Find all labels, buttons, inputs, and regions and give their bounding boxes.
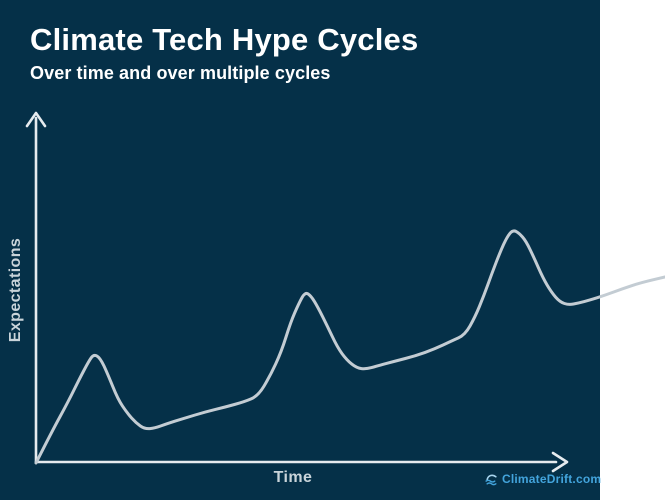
page-subtitle: Over time and over multiple cycles xyxy=(30,63,331,83)
wave-logo-icon xyxy=(485,474,497,485)
x-axis xyxy=(34,451,569,473)
y-axis-arrow-icon xyxy=(25,111,47,128)
hype-curve xyxy=(34,229,665,465)
watermark: ClimateDrift.com xyxy=(485,472,601,486)
x-axis-label: Time xyxy=(273,469,313,486)
page-title: Climate Tech Hype Cycles xyxy=(30,22,419,57)
watermark-text: ClimateDrift.com xyxy=(502,472,602,486)
y-axis xyxy=(25,111,47,464)
x-axis-arrow-icon xyxy=(551,451,569,473)
y-axis-label: Expectations xyxy=(7,237,24,343)
